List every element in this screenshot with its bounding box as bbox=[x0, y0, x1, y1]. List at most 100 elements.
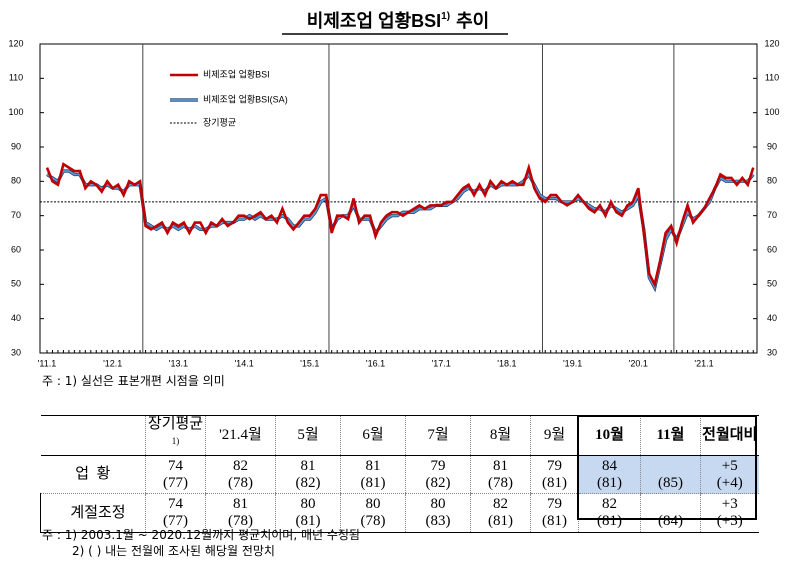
header-text: 6월 bbox=[362, 427, 384, 443]
legend-label: 장기평균 bbox=[203, 117, 236, 127]
data-table: 장기평균1) '21.4월 5월 6월 7월 8월 9월 10월 11월 전월대비 업 황 74 (77… bbox=[40, 415, 759, 533]
table-cell: 81 (78) bbox=[205, 493, 276, 533]
chart-title: 비제조업 업황BSI1) 추이 bbox=[307, 11, 489, 31]
y-tick-label: 100 bbox=[8, 107, 23, 117]
cell-value: +5 bbox=[721, 457, 738, 474]
x-tick-label: '18.1 bbox=[497, 358, 516, 368]
header-cell: 7월 bbox=[405, 415, 471, 456]
y-tick-label: 80 bbox=[11, 176, 21, 186]
header-cell: '21.4월 bbox=[205, 415, 276, 456]
header-cell: 10월 bbox=[578, 415, 641, 456]
header-sup: 1) bbox=[171, 436, 180, 446]
header-text: '21.4월 bbox=[219, 427, 262, 443]
y-tick-label: 60 bbox=[11, 244, 21, 254]
header-cell: 9월 bbox=[530, 415, 579, 456]
row-label: 업 황 bbox=[40, 455, 146, 494]
table-row: 업 황 74 (77) 82 (78) 81 (82) 81 (81) 79 (82) 81 (78) 7… bbox=[40, 455, 759, 494]
cell-value-blank bbox=[641, 458, 700, 475]
chart-note: 주 : 1) 실선은 표본개편 시점을 의미 bbox=[42, 374, 225, 388]
cell-forecast: (81) bbox=[488, 513, 513, 529]
table-row: 계절조정 74 (77) 81 (78) 80 (81) 80 (78) 80 (83) 82 (81)… bbox=[40, 493, 759, 533]
table-cell: 74 (77) bbox=[145, 493, 206, 533]
header-cell: 5월 bbox=[275, 415, 341, 456]
x-tick-label: '19.1 bbox=[563, 358, 582, 368]
title-sup: 1) bbox=[441, 11, 450, 22]
cell-value: 81 bbox=[300, 457, 316, 474]
cell-forecast: (78) bbox=[488, 474, 513, 491]
header-text: 8월 bbox=[489, 427, 512, 443]
table-cell: 82 (78) bbox=[205, 455, 276, 494]
cell-value: 82 bbox=[602, 496, 617, 512]
y2-tick-label: 30 bbox=[767, 347, 777, 357]
title-main: 비제조업 업황BSI bbox=[307, 11, 441, 31]
y2-tick-label: 120 bbox=[764, 38, 779, 48]
cell-forecast: (77) bbox=[163, 474, 188, 491]
y2-tick-label: 110 bbox=[765, 73, 779, 83]
cell-value: 82 bbox=[233, 457, 248, 474]
x-tick-label: '20.1 bbox=[629, 358, 648, 368]
cell-forecast: (85) bbox=[658, 474, 683, 491]
cell-value: 81 bbox=[365, 457, 381, 474]
header-cell: 6월 bbox=[340, 415, 406, 456]
cell-forecast: (81) bbox=[542, 513, 567, 529]
y2-tick-label: 100 bbox=[764, 107, 779, 117]
cell-forecast: (82) bbox=[425, 474, 451, 491]
y2-tick-label: 50 bbox=[767, 279, 777, 289]
x-tick-label: '17.1 bbox=[432, 358, 451, 368]
header-text: 7월 bbox=[427, 427, 449, 443]
y2-tick-label: 40 bbox=[767, 313, 777, 323]
chart: 비제조업 업황BSI1) 추이 3040506070809010011012030… bbox=[8, 11, 779, 369]
table-cell: 82 (81) bbox=[578, 493, 641, 533]
cell-value: 81 bbox=[233, 496, 248, 512]
table-cell: +3 (+3) bbox=[700, 493, 759, 533]
cell-value: 80 bbox=[430, 496, 446, 512]
table-cell: 82 (81) bbox=[470, 493, 531, 533]
cell-value: 82 bbox=[493, 496, 508, 512]
note: 2) ( ) 내는 전월에 조사된 해당월 전망치 bbox=[72, 544, 275, 558]
cell-forecast: (78) bbox=[360, 513, 386, 529]
x-tick-label: '21.1 bbox=[694, 358, 713, 368]
cell-value-blank bbox=[641, 496, 700, 513]
cell-forecast: (82) bbox=[295, 474, 321, 491]
y2-tick-label: 70 bbox=[767, 210, 777, 220]
y-tick-label: 120 bbox=[8, 38, 23, 48]
header-text: 전월대비 bbox=[702, 427, 758, 443]
cell-forecast: (+3) bbox=[716, 513, 743, 529]
y-tick-label: 110 bbox=[9, 73, 23, 83]
y-tick-label: 90 bbox=[11, 141, 21, 151]
cell-forecast: (83) bbox=[425, 513, 451, 529]
cell-value: 80 bbox=[365, 496, 381, 512]
legend-label: 비제조업 업황BSI(SA) bbox=[203, 94, 288, 104]
x-tick-label: '15.1 bbox=[300, 358, 319, 368]
cell-value: 74 bbox=[168, 457, 183, 474]
table-cell: (84) bbox=[640, 493, 701, 533]
cell-value: 80 bbox=[300, 496, 316, 512]
cell-forecast: (78) bbox=[228, 474, 253, 491]
table-cell: 81 (82) bbox=[275, 455, 341, 494]
cell-forecast: (81) bbox=[542, 474, 567, 491]
table-cell: (85) bbox=[640, 455, 701, 494]
header-row: 장기평균 1) '21.4월 5월 6월 7월 8월 9월 10월 11월 전월대비 bbox=[40, 415, 759, 456]
cell-value: 79 bbox=[547, 496, 562, 512]
header-cell: 11월 bbox=[640, 415, 701, 456]
table-cell: 81 (78) bbox=[470, 455, 531, 494]
legend-label: 비제조업 업황BSI bbox=[203, 69, 270, 79]
cell-forecast: (+4) bbox=[716, 474, 743, 491]
header-text: 11월 bbox=[656, 427, 685, 443]
note: 주 : 1) 2003.1월 ~ 2020.12월까지 평균치이며, 매년 수정… bbox=[42, 528, 360, 542]
table-cell: 81 (81) bbox=[340, 455, 406, 494]
corner-cell bbox=[40, 415, 146, 456]
cell-forecast: (78) bbox=[228, 513, 253, 529]
table-cell: 79 (82) bbox=[405, 455, 471, 494]
y2-tick-label: 80 bbox=[767, 176, 777, 186]
cell-value: 84 bbox=[602, 457, 617, 474]
header-cell: 장기평균 1) bbox=[145, 415, 206, 456]
y2-tick-label: 90 bbox=[767, 141, 777, 151]
cell-forecast: (81) bbox=[597, 474, 622, 491]
cell-value: 81 bbox=[493, 457, 508, 474]
table-cell: 80 (81) bbox=[275, 493, 341, 533]
y2-tick-label: 60 bbox=[767, 244, 777, 254]
table-cell: 74 (77) bbox=[145, 455, 206, 494]
cell-value: 74 bbox=[168, 496, 183, 512]
